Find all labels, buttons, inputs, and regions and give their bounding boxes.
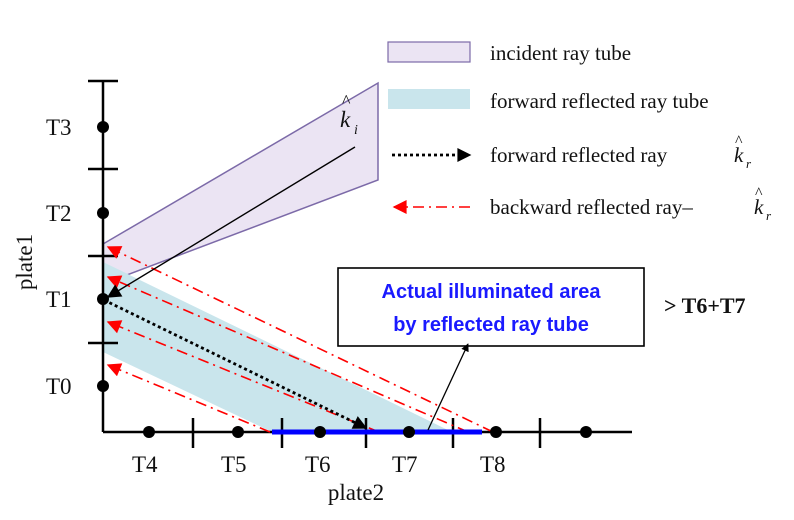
tick-label-T0: T0 <box>46 374 72 399</box>
tick-label-T4: T4 <box>132 452 158 477</box>
legend: incident ray tube forward reflected ray … <box>387 41 772 223</box>
incident-ray-tube <box>102 81 379 286</box>
incident-ray <box>106 146 356 298</box>
callout-box <box>337 267 645 347</box>
plate1-points <box>97 121 109 392</box>
svg-text:r: r <box>766 208 772 223</box>
callout-line-2: by reflected ray tube <box>393 314 589 336</box>
callout-line-1: Actual illuminated area <box>382 281 602 303</box>
svg-text:k: k <box>754 195 764 219</box>
tick-label-T8: T8 <box>480 452 506 477</box>
plate2-axis-label: plate2 <box>328 480 384 505</box>
svg-text:k: k <box>734 143 744 167</box>
callout-pointer <box>427 343 469 431</box>
result-text: > T6+T7 <box>664 293 746 318</box>
tick-label-T2: T2 <box>46 201 72 226</box>
incident-ray-symbol: k ^ i <box>340 91 358 138</box>
legend-forward-ray-symbol: k ^ r <box>734 133 752 171</box>
svg-text:^: ^ <box>735 133 743 150</box>
svg-text:k: k <box>340 107 351 132</box>
tick-label-T5: T5 <box>221 452 247 477</box>
legend-forward-swatch <box>388 89 470 109</box>
legend-forward-ray-label: forward reflected ray <box>490 143 668 167</box>
tick-label-T3: T3 <box>46 115 72 140</box>
forward-reflected-ray-tube <box>103 262 452 432</box>
legend-backward-ray-label: backward reflected ray– <box>490 195 693 219</box>
tick-label-T6: T6 <box>305 452 331 477</box>
legend-backward-ray-symbol: k ^ r <box>754 185 772 223</box>
plate2-points <box>143 426 592 438</box>
tick-label-T1: T1 <box>46 287 72 312</box>
legend-incident-label: incident ray tube <box>490 41 631 65</box>
plate1-axis-label: plate1 <box>12 234 37 290</box>
backward-reflected-rays <box>106 246 494 433</box>
svg-text:^: ^ <box>342 91 351 111</box>
svg-text:^: ^ <box>755 185 763 202</box>
legend-incident-swatch <box>387 41 471 63</box>
forward-reflected-ray <box>103 298 368 430</box>
tick-label-T7: T7 <box>392 452 418 477</box>
legend-forward-tube-label: forward reflected ray tube <box>490 89 709 113</box>
svg-text:i: i <box>354 123 358 138</box>
svg-text:r: r <box>746 156 752 171</box>
